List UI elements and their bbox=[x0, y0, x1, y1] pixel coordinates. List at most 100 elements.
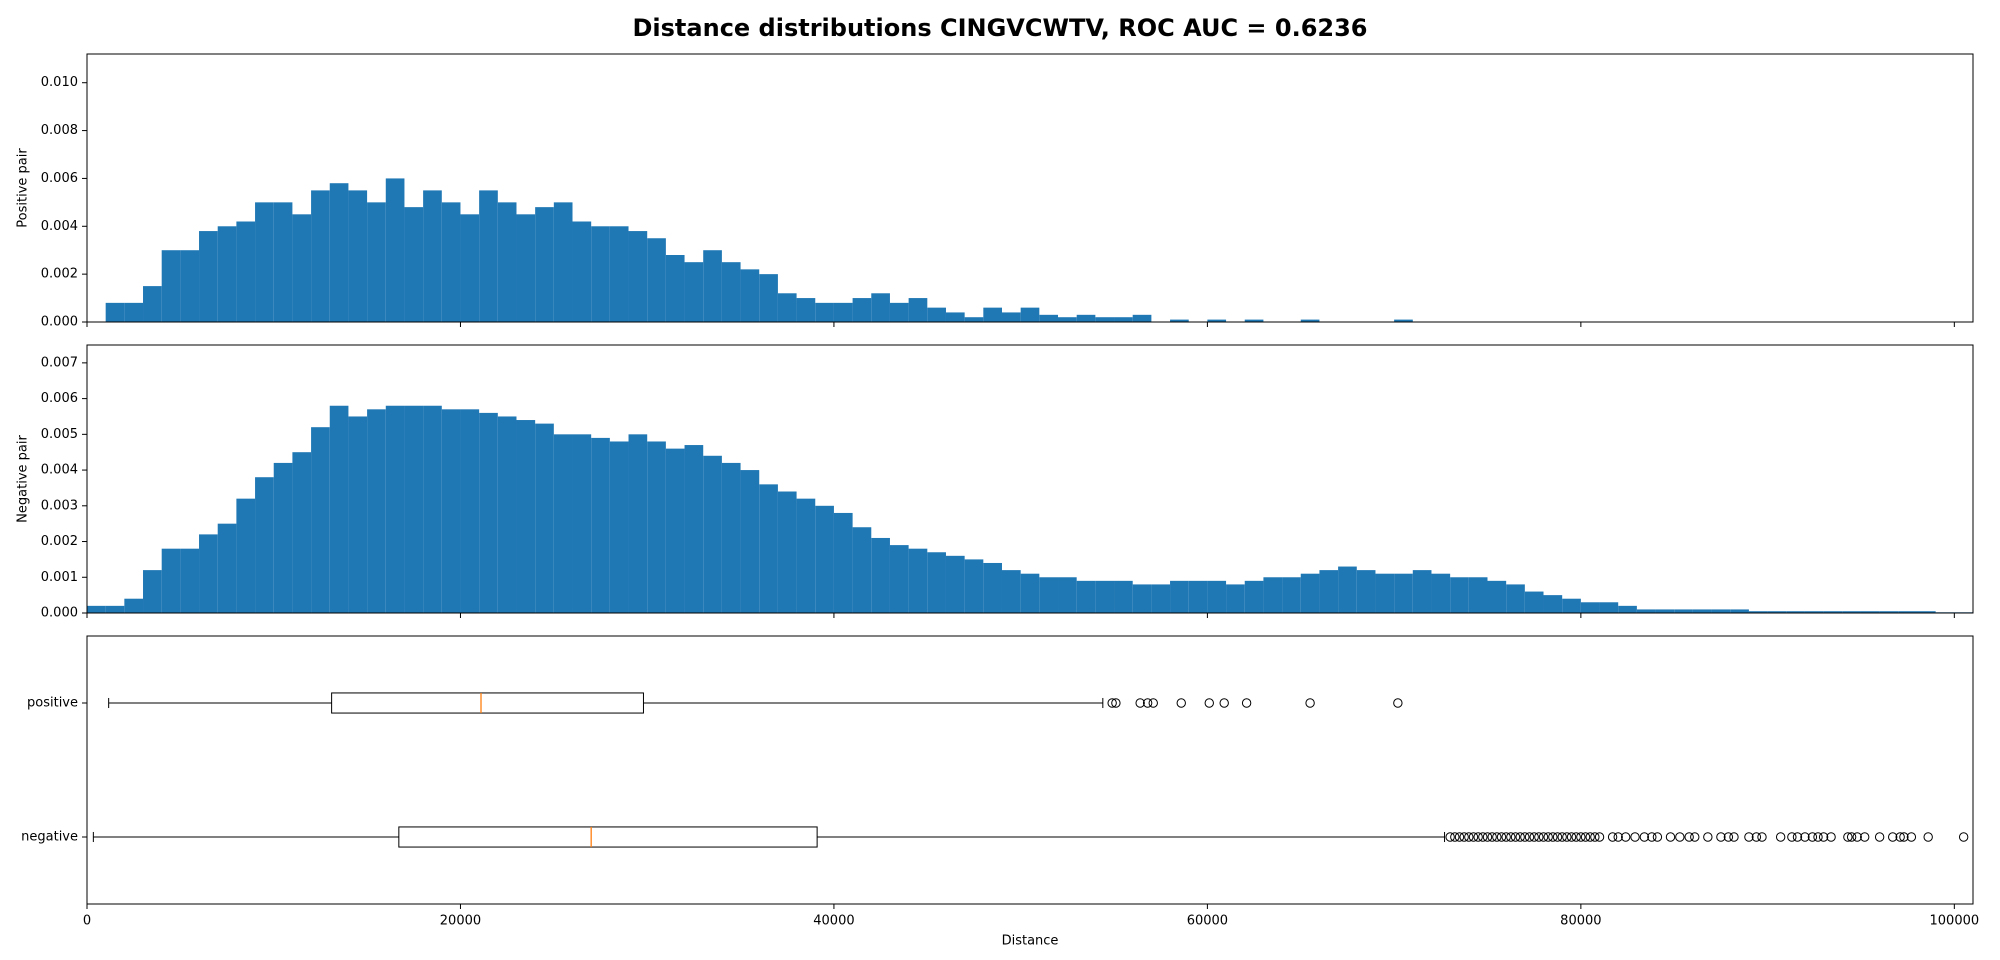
flier bbox=[1520, 832, 1530, 842]
flier bbox=[1566, 832, 1577, 842]
flier bbox=[1787, 832, 1797, 842]
box bbox=[398, 826, 818, 848]
bar bbox=[572, 434, 592, 613]
bar bbox=[292, 214, 312, 322]
flier bbox=[1459, 832, 1469, 842]
bar bbox=[665, 448, 685, 613]
x-tick-label: 0 bbox=[83, 914, 91, 929]
x-tick-label: 60000 bbox=[1187, 914, 1228, 929]
bar bbox=[124, 302, 144, 322]
bar bbox=[1412, 570, 1432, 613]
flier bbox=[1393, 698, 1403, 708]
bar bbox=[1151, 584, 1171, 613]
bar bbox=[1524, 591, 1544, 613]
flier bbox=[1506, 832, 1516, 842]
bar bbox=[535, 207, 554, 322]
flier bbox=[1524, 832, 1535, 842]
bar bbox=[665, 255, 685, 322]
bar bbox=[628, 231, 648, 322]
flier bbox=[1529, 832, 1539, 842]
flier bbox=[1543, 832, 1553, 842]
flier bbox=[1751, 832, 1762, 842]
flier bbox=[1826, 832, 1836, 842]
bar bbox=[479, 412, 498, 613]
flier bbox=[1305, 698, 1315, 708]
bar bbox=[609, 226, 629, 322]
flier bbox=[1958, 832, 1969, 842]
bar bbox=[199, 534, 218, 613]
box bbox=[331, 692, 644, 714]
flier bbox=[1652, 832, 1663, 842]
flier bbox=[1534, 832, 1544, 842]
bar bbox=[1170, 319, 1189, 322]
flier bbox=[1176, 698, 1186, 708]
bar bbox=[740, 269, 760, 322]
bar bbox=[441, 409, 461, 613]
y-tick-label: 0.002 bbox=[41, 534, 78, 549]
bar bbox=[871, 537, 890, 613]
flier bbox=[1630, 832, 1640, 842]
flier bbox=[1482, 832, 1493, 842]
bar bbox=[684, 445, 704, 613]
bar bbox=[833, 302, 853, 322]
bar bbox=[889, 545, 909, 613]
bar bbox=[1748, 611, 1768, 613]
x-tick-label: 80000 bbox=[1560, 914, 1601, 929]
bar bbox=[348, 190, 368, 322]
flier bbox=[1744, 832, 1754, 842]
bar bbox=[143, 570, 162, 613]
bar bbox=[329, 183, 349, 322]
flier bbox=[1468, 832, 1479, 842]
bar bbox=[983, 562, 1002, 613]
bar bbox=[983, 307, 1002, 322]
bar bbox=[1188, 580, 1208, 613]
bar bbox=[1300, 573, 1320, 613]
y-tick-label: 0.004 bbox=[41, 219, 78, 234]
bar bbox=[348, 416, 368, 613]
bar bbox=[1618, 605, 1637, 613]
bar bbox=[1244, 580, 1264, 613]
bar bbox=[1039, 577, 1059, 613]
flier bbox=[1757, 832, 1767, 842]
chart-title: Distance distributions CINGVCWTV, ROC AU… bbox=[633, 14, 1368, 42]
bar bbox=[1300, 319, 1320, 322]
bar bbox=[572, 221, 592, 322]
bar bbox=[964, 559, 984, 613]
bar bbox=[385, 405, 405, 613]
y-tick-label: 0.005 bbox=[41, 427, 78, 442]
y-tick-label: 0.001 bbox=[41, 570, 78, 585]
bar bbox=[1506, 584, 1525, 613]
flier bbox=[1487, 832, 1497, 842]
bar bbox=[1020, 573, 1040, 613]
bar bbox=[1580, 602, 1600, 613]
bar bbox=[1001, 312, 1021, 322]
bar bbox=[1114, 580, 1133, 613]
bar bbox=[236, 221, 256, 322]
bar bbox=[161, 250, 181, 322]
bar bbox=[1562, 598, 1581, 613]
flier bbox=[1501, 832, 1511, 842]
bar bbox=[273, 202, 293, 322]
bar bbox=[1226, 584, 1245, 613]
bar bbox=[105, 605, 125, 613]
axes-frame bbox=[86, 344, 1974, 614]
y-tick-label: 0.003 bbox=[41, 498, 78, 513]
bar bbox=[796, 498, 816, 613]
flier bbox=[1204, 698, 1214, 708]
bar bbox=[87, 605, 106, 613]
flier bbox=[1859, 832, 1870, 842]
bar bbox=[143, 286, 162, 322]
flier bbox=[1557, 832, 1567, 842]
flier bbox=[1800, 832, 1810, 842]
axes-frame bbox=[86, 53, 1974, 323]
bar bbox=[833, 512, 853, 613]
bar bbox=[1786, 611, 1805, 613]
bar bbox=[1804, 611, 1824, 613]
y-tick-label: 0.010 bbox=[41, 75, 78, 90]
bar bbox=[759, 274, 778, 322]
bar bbox=[815, 302, 834, 322]
flier bbox=[1716, 832, 1726, 842]
bar bbox=[889, 302, 909, 322]
bar bbox=[161, 548, 181, 613]
